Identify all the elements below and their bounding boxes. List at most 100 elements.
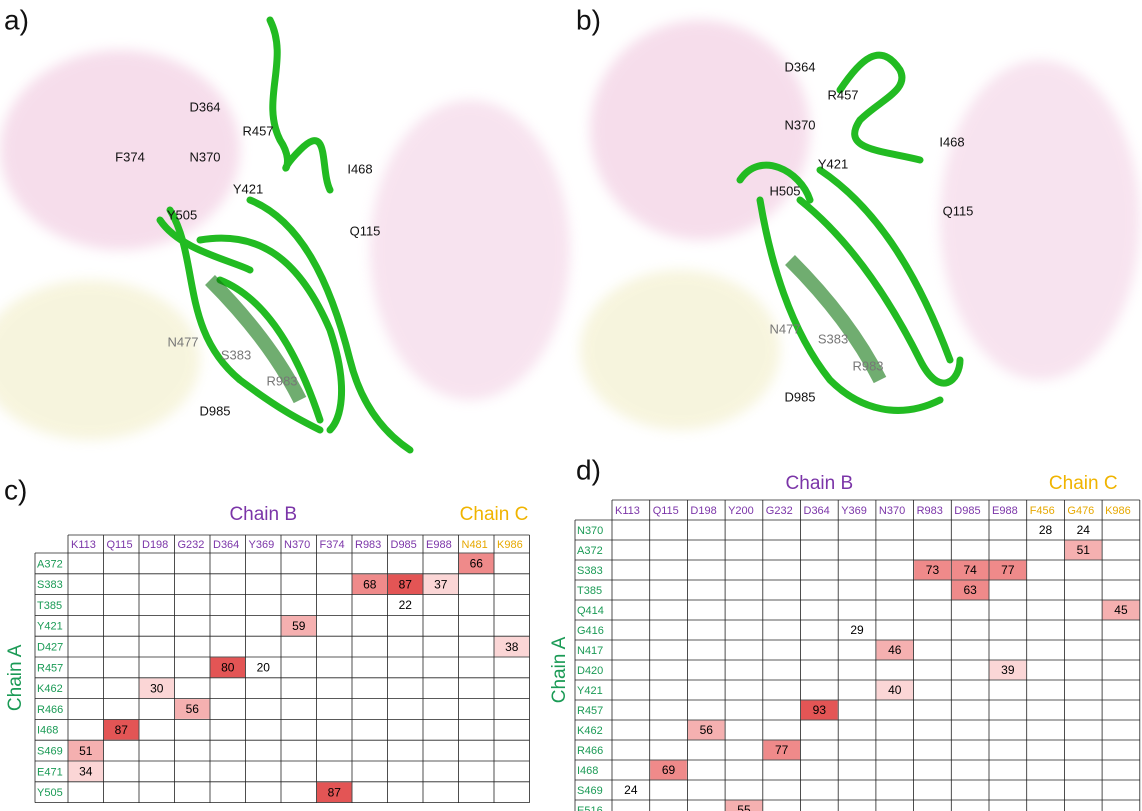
cell-shade: [914, 560, 951, 580]
column-header: Q115: [653, 505, 679, 517]
cell-value: 40: [888, 683, 902, 697]
residue-label: I468: [939, 134, 964, 149]
structure-a: [0, 0, 570, 455]
cell-value: 59: [292, 619, 306, 633]
cell-value: 45: [1114, 603, 1128, 617]
column-header: K113: [615, 505, 640, 517]
cell-value: 56: [186, 702, 200, 716]
column-header: E988: [426, 539, 452, 551]
structure-b: [580, 20, 1140, 430]
cell-value: 87: [115, 723, 129, 737]
row-header: E471: [37, 766, 63, 778]
cell-value: 87: [399, 577, 413, 591]
row-header: N370: [577, 525, 603, 537]
cell-value: 77: [1001, 563, 1015, 577]
column-header: N481: [462, 539, 488, 551]
cell-shade: [281, 615, 316, 636]
residue-label: N370: [189, 149, 220, 164]
cell-value: 74: [963, 563, 977, 577]
cell-shade: [423, 574, 458, 595]
cell-shade: [650, 760, 687, 780]
row-header: N417: [577, 645, 603, 657]
cell-shade: [951, 580, 989, 600]
cell-value: 55: [737, 803, 751, 811]
cell-shade: [68, 740, 103, 761]
row-header: E516: [577, 805, 603, 811]
column-header: N370: [879, 505, 905, 517]
cell-shade: [210, 657, 245, 678]
row-header: Q414: [577, 605, 604, 617]
panel-label: d): [576, 454, 601, 485]
row-header: R457: [577, 705, 603, 717]
cell-value: 37: [434, 577, 448, 591]
residue-label: S383: [818, 331, 848, 346]
cell-value: 93: [813, 703, 827, 717]
column-header: Q115: [107, 539, 133, 551]
residue-label: R457: [827, 87, 858, 102]
cell-shade: [951, 560, 989, 580]
cell-value: 24: [624, 783, 638, 797]
cell-shade: [989, 660, 1027, 680]
chain-a-title: Chain A: [549, 636, 570, 703]
column-header: Y200: [728, 505, 754, 517]
column-header: G476: [1067, 505, 1094, 517]
cell-value: 34: [79, 765, 93, 779]
row-header: Y505: [37, 787, 63, 799]
cell-shade: [139, 678, 174, 699]
row-header: K462: [577, 725, 603, 737]
residue-label: R983: [852, 358, 883, 373]
residue-label: F374: [115, 149, 145, 164]
row-header: S469: [577, 785, 603, 797]
column-header: K113: [71, 539, 96, 551]
cell-value: 51: [1077, 543, 1091, 557]
cell-shade: [687, 720, 725, 740]
residue-label: N477: [167, 334, 198, 349]
column-header: Y369: [841, 505, 867, 517]
residue-label: Q115: [943, 203, 974, 218]
chain-c-title: Chain C: [460, 504, 529, 525]
cell-shade: [104, 719, 139, 740]
column-header: F374: [320, 539, 345, 551]
column-header: K986: [1105, 505, 1131, 517]
row-header: Y421: [577, 685, 603, 697]
row-header: D427: [37, 642, 63, 654]
cell-value: 28: [1039, 523, 1053, 537]
cell-value: 80: [221, 661, 235, 675]
chain-b-title: Chain B: [786, 473, 854, 494]
column-header: D198: [690, 505, 716, 517]
chain-a-title: Chain A: [5, 644, 26, 711]
residue-label: D985: [199, 403, 230, 418]
cell-value: 39: [1001, 663, 1015, 677]
row-header: S383: [577, 565, 603, 577]
column-header: R983: [355, 539, 381, 551]
panel-label: b): [576, 4, 601, 35]
row-header: D420: [577, 665, 603, 677]
row-header: R466: [577, 745, 603, 757]
residue-label: Y505: [167, 207, 197, 222]
cell-value: 77: [775, 743, 789, 757]
cell-shade: [175, 699, 210, 719]
column-header: G232: [178, 539, 205, 551]
column-header: E988: [992, 505, 1018, 517]
chain-b-title: Chain B: [229, 504, 297, 525]
column-header: D985: [954, 505, 980, 517]
row-header: R466: [37, 704, 63, 716]
row-header: G416: [577, 625, 604, 637]
cell-shade: [801, 700, 838, 720]
row-header: T385: [577, 585, 602, 597]
cell-value: 69: [662, 763, 676, 777]
row-header: Y421: [37, 621, 63, 633]
residue-label: Y421: [818, 156, 848, 171]
cell-value: 30: [150, 681, 164, 695]
cell-shade: [876, 680, 914, 700]
row-header: A372: [577, 545, 603, 557]
cell-value: 51: [79, 744, 93, 758]
cell-shade: [68, 761, 103, 782]
residue-label: Y421: [233, 181, 263, 196]
cell-value: 73: [926, 563, 940, 577]
residue-label: Q115: [350, 223, 381, 238]
cell-value: 68: [363, 577, 377, 591]
cell-shade: [1102, 600, 1140, 620]
content: a) D364 R457 F374 N370 Y421 Y505 I468 Q115 N477 S3…: [4, 4, 1141, 811]
